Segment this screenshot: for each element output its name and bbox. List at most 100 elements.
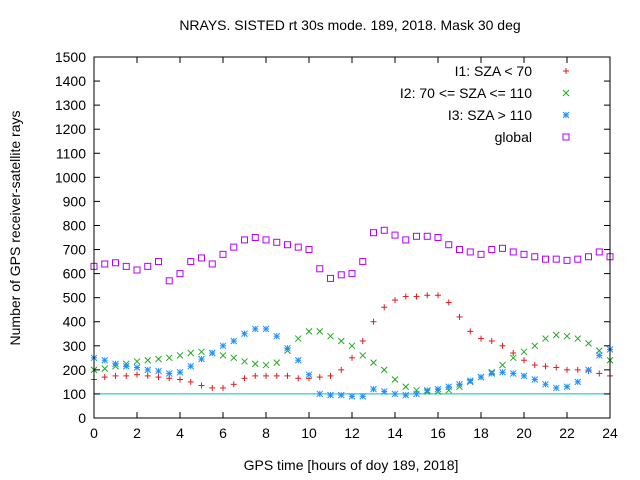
data-point xyxy=(520,250,528,258)
chart-title: NRAYS. SISTED rt 30s mode. 189, 2018. Ma… xyxy=(179,17,520,33)
data-point xyxy=(563,256,571,264)
data-point xyxy=(520,348,528,356)
x-tick-label: 8 xyxy=(262,425,270,441)
data-point xyxy=(595,248,603,256)
data-point xyxy=(241,330,248,338)
data-point xyxy=(294,243,302,251)
data-point xyxy=(273,332,281,340)
legend-entry-marker xyxy=(562,89,570,97)
plot-frame xyxy=(93,56,611,419)
data-point xyxy=(413,390,420,398)
x-tick-label: 20 xyxy=(516,425,532,441)
data-point xyxy=(509,354,517,362)
data-point xyxy=(316,328,324,335)
data-point xyxy=(101,356,109,364)
data-point xyxy=(391,390,399,398)
data-point xyxy=(241,358,248,365)
data-point xyxy=(552,384,560,392)
data-point xyxy=(144,372,151,379)
data-point xyxy=(273,372,280,379)
data-point xyxy=(380,388,388,395)
data-point xyxy=(112,259,119,267)
data-point xyxy=(542,255,549,263)
data-point xyxy=(187,258,195,266)
data-point xyxy=(595,352,603,359)
data-point xyxy=(241,236,248,244)
data-point xyxy=(510,350,517,357)
data-point xyxy=(209,384,216,391)
data-point xyxy=(176,352,184,359)
data-point xyxy=(230,354,238,362)
legend-entry-marker xyxy=(562,133,570,141)
data-point xyxy=(477,250,485,258)
data-point xyxy=(133,364,141,371)
series-group xyxy=(90,226,614,400)
data-point xyxy=(478,335,484,342)
data-point xyxy=(499,342,506,349)
data-point xyxy=(466,248,474,256)
data-point xyxy=(155,374,162,381)
data-point xyxy=(445,383,453,391)
data-point xyxy=(370,229,377,237)
x-tick-label: 14 xyxy=(387,425,403,441)
data-point xyxy=(123,372,130,379)
data-point xyxy=(144,356,152,364)
data-point xyxy=(134,371,140,378)
data-point xyxy=(187,378,194,385)
data-point xyxy=(456,313,463,320)
data-point xyxy=(284,241,291,249)
data-point xyxy=(542,335,549,342)
data-point xyxy=(380,226,388,234)
data-point xyxy=(208,260,216,268)
data-point xyxy=(273,359,281,367)
legend-entry-label: I1: SZA < 70 xyxy=(455,63,533,79)
data-point xyxy=(542,363,549,370)
data-point xyxy=(176,368,184,376)
data-point xyxy=(520,372,528,380)
data-point xyxy=(423,232,431,240)
y-tick-label: 0 xyxy=(78,410,86,426)
data-point xyxy=(155,367,162,375)
data-point xyxy=(101,374,108,381)
data-point xyxy=(144,262,152,270)
data-point xyxy=(305,328,313,335)
y-tick-label: 600 xyxy=(63,266,87,282)
data-point xyxy=(316,390,324,398)
data-point xyxy=(402,236,410,244)
series-1 xyxy=(91,292,613,391)
data-point xyxy=(208,349,216,357)
data-point xyxy=(574,255,582,263)
data-point xyxy=(423,386,431,394)
data-point xyxy=(337,337,345,345)
tick-labels-group: 0 2 4 6 8 10 12 14 16 18 20 22 240100200300400500600… xyxy=(55,49,618,441)
data-point xyxy=(133,266,141,274)
series-4 xyxy=(90,226,614,285)
data-point xyxy=(198,348,205,356)
data-point xyxy=(402,293,409,300)
data-point xyxy=(553,364,560,371)
data-point xyxy=(327,332,334,340)
data-point xyxy=(435,292,441,299)
x-tick-label: 4 xyxy=(176,425,184,441)
data-point xyxy=(198,382,205,389)
data-point xyxy=(187,362,195,370)
y-tick-label: 800 xyxy=(63,217,87,233)
series-2 xyxy=(90,328,614,395)
data-point xyxy=(595,347,603,354)
data-point xyxy=(294,356,302,364)
data-point xyxy=(187,349,195,357)
data-point xyxy=(402,383,410,391)
data-point xyxy=(499,361,506,369)
data-point xyxy=(262,325,270,333)
y-tick-label: 1300 xyxy=(55,97,86,113)
data-point xyxy=(251,360,259,368)
x-tick-label: 6 xyxy=(219,425,227,441)
legend-entry-label: I2: 70 <= SZA <= 110 xyxy=(400,85,532,101)
data-point xyxy=(563,383,571,391)
data-point xyxy=(542,380,549,388)
data-point xyxy=(370,318,377,325)
data-point xyxy=(165,354,173,362)
data-point xyxy=(359,392,367,400)
data-point xyxy=(466,377,474,385)
